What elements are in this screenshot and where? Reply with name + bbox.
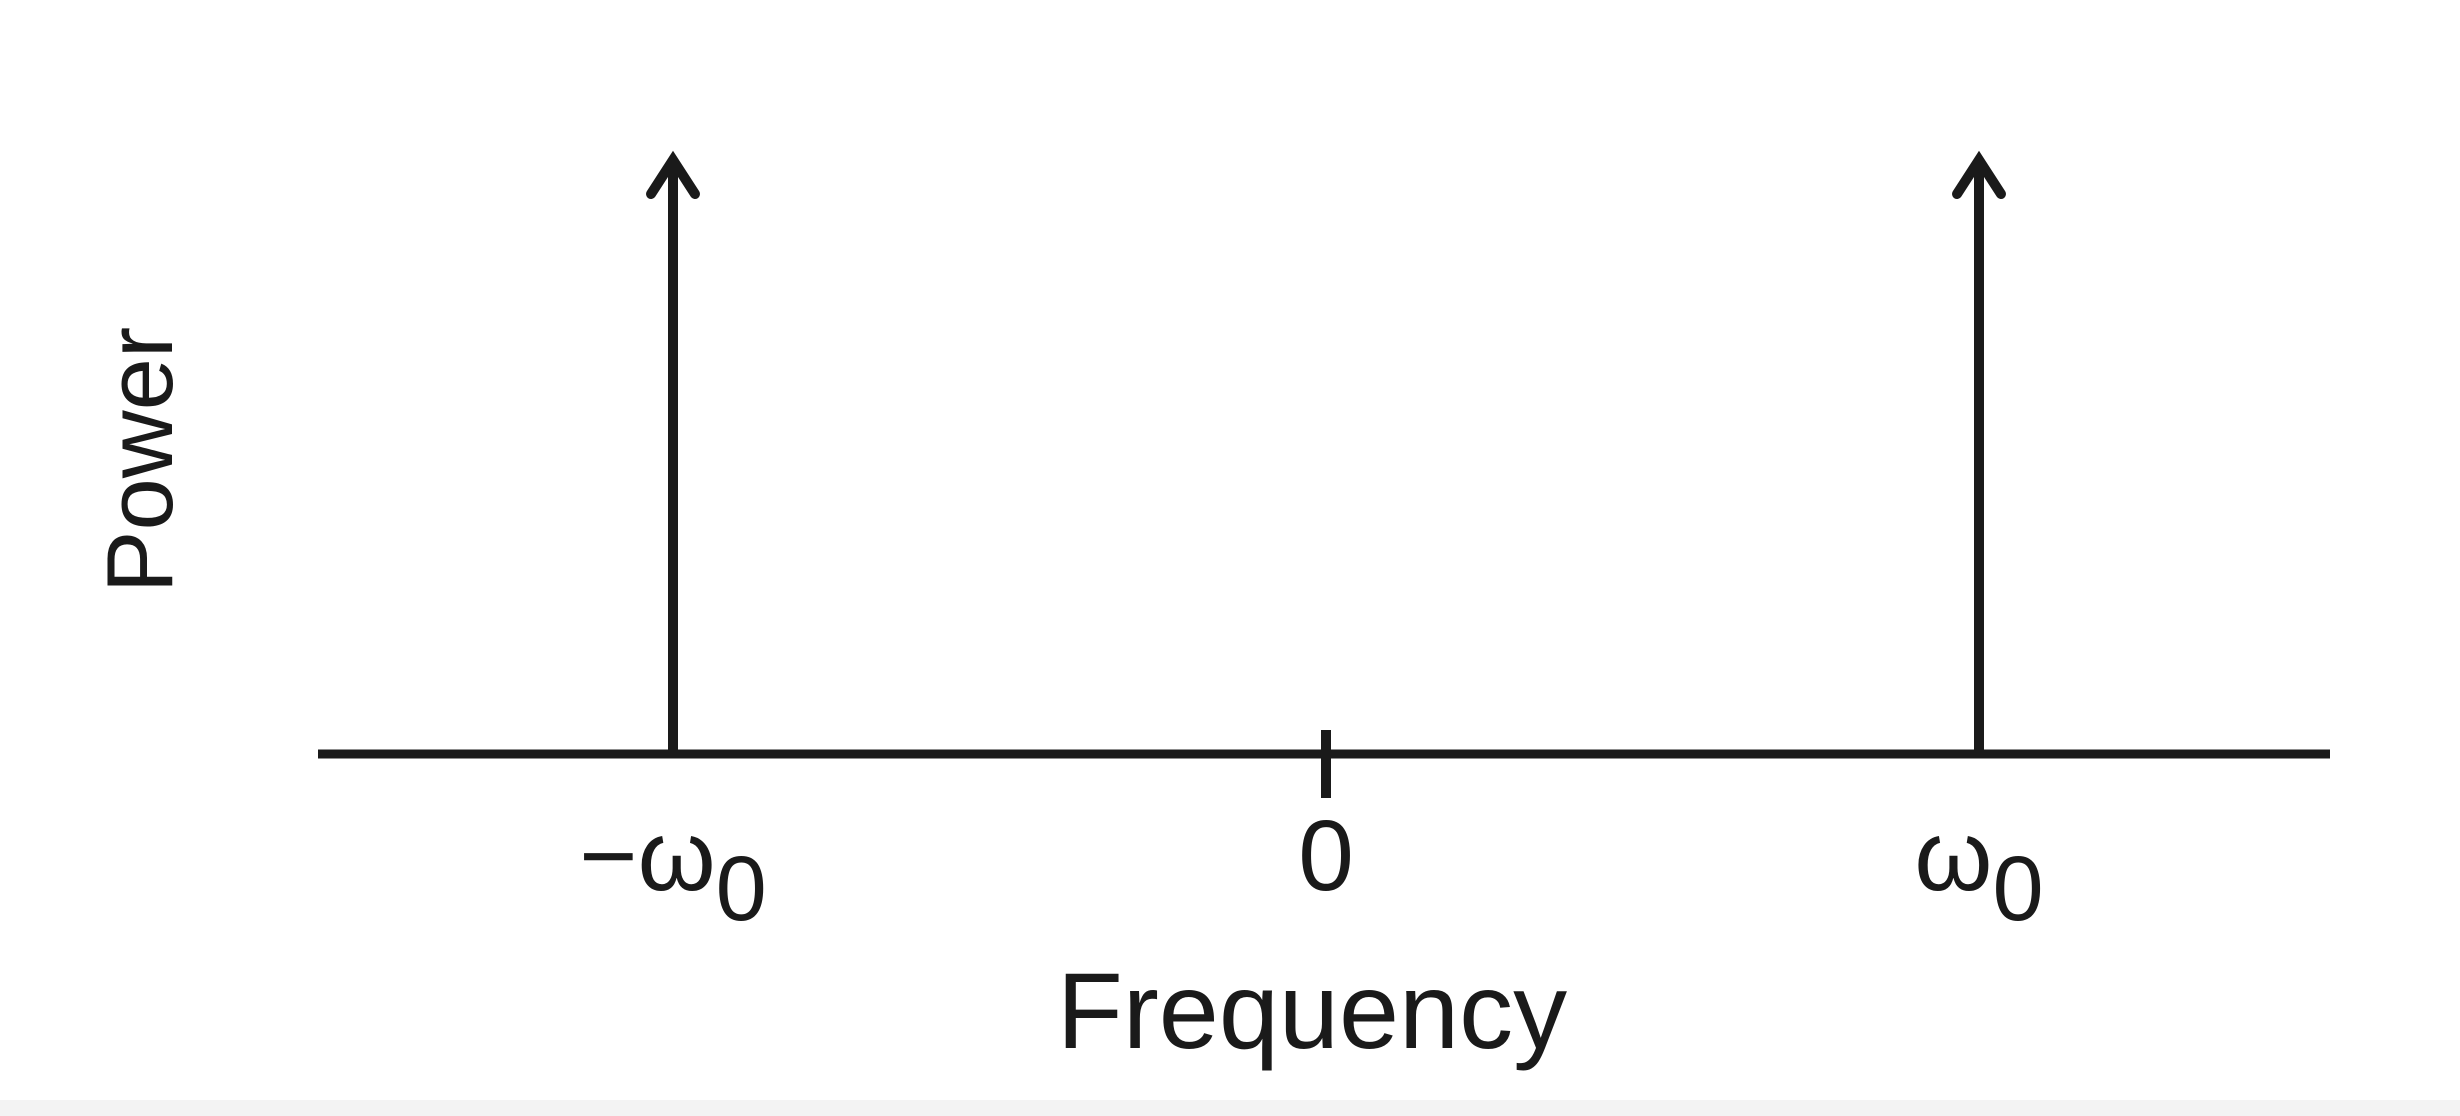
impulse-arrowhead bbox=[646, 150, 700, 199]
x-tick-label-subscript: 0 bbox=[1992, 838, 2043, 940]
axes-layer bbox=[318, 730, 2330, 798]
marks-layer bbox=[646, 150, 2006, 754]
x-axis-label: Frequency bbox=[1057, 950, 1567, 1071]
x-tick-label-text: −ω bbox=[579, 800, 715, 912]
x-tick-label: 0 bbox=[1298, 800, 1354, 912]
x-tick-label: −ω0 bbox=[579, 800, 767, 940]
x-tick-label-text: ω bbox=[1914, 800, 1992, 912]
x-tick-label-text: 0 bbox=[1298, 800, 1354, 912]
bottom-band bbox=[0, 1100, 2460, 1116]
x-tick-label-subscript: 0 bbox=[716, 838, 767, 940]
impulse-mark-negative bbox=[646, 150, 700, 754]
impulse-arrowhead bbox=[1952, 150, 2006, 199]
y-axis-label: Power bbox=[87, 327, 192, 593]
labels-layer: Frequency Power −ω0 0 ω0 bbox=[87, 327, 2044, 1071]
x-tick-label: ω0 bbox=[1914, 800, 2043, 940]
impulse-mark-positive bbox=[1952, 150, 2006, 754]
